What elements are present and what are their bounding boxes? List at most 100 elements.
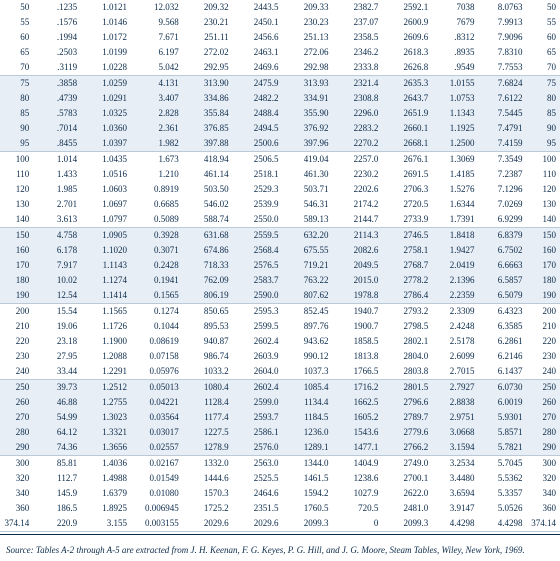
table-cell: 54.99	[33, 410, 83, 425]
table-cell: 7679	[434, 15, 480, 30]
table-cell: 100	[529, 152, 560, 167]
table-cell: 2602.4	[235, 380, 285, 395]
table-cell: 2559.5	[235, 228, 285, 243]
table-cell: 1.0259	[83, 76, 133, 91]
table-cell: 270	[0, 410, 33, 425]
table-cell: 2049.5	[334, 258, 384, 273]
table-cell: 140	[529, 212, 560, 227]
table-cell: 3.2534	[434, 456, 480, 471]
table-cell: .1994	[33, 30, 83, 45]
table-cell: 290	[529, 440, 560, 455]
table-cell: 6.0019	[480, 395, 528, 410]
table-cell: 220	[529, 334, 560, 349]
table-cell: 300	[529, 456, 560, 471]
table-cell: 897.76	[285, 319, 335, 334]
table-cell: 33.44	[33, 364, 83, 379]
table-cell: 2801.5	[384, 380, 434, 395]
table-cell: 2.701	[33, 197, 83, 212]
table-cell: 397.96	[285, 136, 335, 151]
table-cell: 2.8838	[434, 395, 480, 410]
table-cell: 2082.6	[334, 243, 384, 258]
table-cell: 852.45	[285, 304, 335, 319]
table-cell: 2029.6	[235, 516, 285, 531]
table-cell: 2778.2	[384, 273, 434, 288]
table-cell: 292.95	[185, 60, 235, 75]
table-cell: 300	[0, 456, 33, 471]
table-cell: 210	[529, 319, 560, 334]
table-cell: 74.36	[33, 440, 83, 455]
table-cell: 100	[0, 152, 33, 167]
table-cell: 1.0325	[83, 106, 133, 121]
table-cell: 5.9301	[480, 410, 528, 425]
table-cell: 1813.8	[334, 349, 384, 364]
table-cell: 6.1437	[480, 364, 528, 379]
table-cell: 1.0905	[83, 228, 133, 243]
table-cell: 6.2146	[480, 349, 528, 364]
table-cell: 3.155	[83, 516, 133, 531]
table-cell: 2603.9	[235, 349, 285, 364]
table-cell: 90	[0, 121, 33, 136]
table-cell: 1.0199	[83, 45, 133, 60]
table-cell: 5.0526	[480, 501, 528, 516]
table-cell: 1.2755	[83, 395, 133, 410]
table-cell: 4.131	[133, 76, 185, 91]
table-cell: 1.3321	[83, 425, 133, 440]
table-row: 1707.9171.11430.2428718.332576.5719.2120…	[0, 258, 560, 273]
table-cell: 280	[0, 425, 33, 440]
table-cell: 2568.4	[235, 243, 285, 258]
table-cell: 340	[529, 486, 560, 501]
table-cell: .3858	[33, 76, 83, 91]
table-cell: 23.18	[33, 334, 83, 349]
table-row: 80.47391.02913.407334.862482.2334.912308…	[0, 91, 560, 106]
table-cell: 2308.8	[334, 91, 384, 106]
table-cell: 220	[0, 334, 33, 349]
table-cell: 10.02	[33, 273, 83, 288]
source-note: Source: Tables A-2 through A-5 are extra…	[0, 534, 560, 561]
table-cell: 160	[0, 243, 33, 258]
table-cell: 1278.9	[185, 440, 235, 455]
table-cell: 1.9427	[434, 243, 480, 258]
table-cell: 0.02557	[133, 440, 185, 455]
table-cell: 1033.2	[185, 364, 235, 379]
table-cell: 1289.1	[285, 440, 335, 455]
table-cell: 240	[529, 364, 560, 379]
table-cell: 1.3023	[83, 410, 133, 425]
table-cell: 2720.5	[384, 197, 434, 212]
table-row: 1001.0141.04351.673418.942506.5419.04225…	[0, 152, 560, 167]
table-group: 75.38581.02594.131313.902475.9313.932321…	[0, 76, 560, 152]
table-cell: 6.7502	[480, 243, 528, 258]
table-cell: 2518.1	[235, 167, 285, 182]
table-row: 90.70141.03602.361376.852494.5376.922283…	[0, 121, 560, 136]
table-cell: 1543.6	[334, 425, 384, 440]
table-cell: 1.0697	[83, 197, 133, 212]
table-cell: 374.14	[0, 516, 33, 531]
table-cell: 1184.5	[285, 410, 335, 425]
table-group: 20015.541.15650.1274850.652595.3852.4519…	[0, 304, 560, 380]
table-cell: 8.0763	[480, 0, 528, 15]
table-cell: 2099.3	[285, 516, 335, 531]
table-cell: 186.5	[33, 501, 83, 516]
table-cell: 2635.3	[384, 76, 434, 91]
table-cell: 2.7927	[434, 380, 480, 395]
table-cell: 0.1044	[133, 319, 185, 334]
table-cell: 1570.3	[185, 486, 235, 501]
table-cell: 2583.7	[235, 273, 285, 288]
table-cell: 200	[0, 304, 33, 319]
table-cell: 2599.5	[235, 319, 285, 334]
table-cell: 0.6685	[133, 197, 185, 212]
table-cell: 2.7015	[434, 364, 480, 379]
table-cell: 376.85	[185, 121, 235, 136]
table-row: 23027.951.20880.07158986.742603.9990.121…	[0, 349, 560, 364]
table-cell: 2595.3	[235, 304, 285, 319]
table-cell: 2494.5	[235, 121, 285, 136]
table-cell: 1236.0	[285, 425, 335, 440]
table-cell: 2539.9	[235, 197, 285, 212]
table-cell: 2733.9	[384, 212, 434, 227]
table-cell: 1.4988	[83, 471, 133, 486]
table-cell: 2590.0	[235, 288, 285, 303]
table-row: 26046.881.27550.042211128.42599.01134.41…	[0, 395, 560, 410]
table-row: 70.31191.02285.042292.952469.6292.982333…	[0, 60, 560, 75]
table-cell: 334.91	[285, 91, 335, 106]
table-cell: 19.06	[33, 319, 83, 334]
table-cell: .3119	[33, 60, 83, 75]
